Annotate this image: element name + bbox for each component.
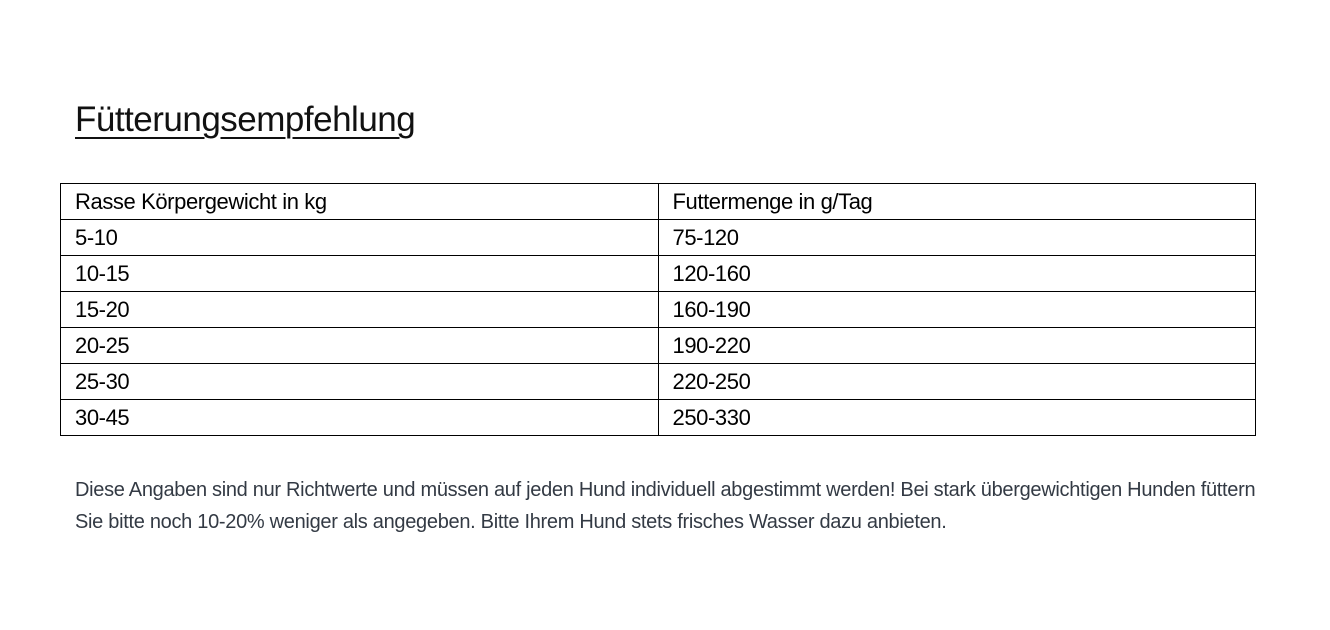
header-cell-amount: Futtermenge in g/Tag xyxy=(657,183,1256,220)
note-paragraph: Diese Angaben sind nur Richtwerte und mü… xyxy=(75,479,1256,533)
cell-amount: 120-160 xyxy=(657,255,1256,292)
cell-amount: 160-190 xyxy=(657,291,1256,328)
table-row: 25-30 220-250 xyxy=(60,363,1256,400)
document-title: Fütterungsempfehlung xyxy=(75,100,416,139)
cell-weight: 25-30 xyxy=(60,363,659,400)
table-row: 5-10 75-120 xyxy=(60,219,1256,256)
cell-weight: 10-15 xyxy=(60,255,659,292)
table-row: 10-15 120-160 xyxy=(60,255,1256,292)
cell-amount: 250-330 xyxy=(657,399,1256,436)
cell-weight: 15-20 xyxy=(60,291,659,328)
table-row: 30-45 250-330 xyxy=(60,399,1256,436)
feeding-table: Rasse Körpergewicht in kg Futtermenge in… xyxy=(60,183,1256,436)
table-header-row: Rasse Körpergewicht in kg Futtermenge in… xyxy=(60,183,1256,220)
cell-weight: 20-25 xyxy=(60,327,659,364)
table-row: 20-25 190-220 xyxy=(60,327,1256,364)
table-row: 15-20 160-190 xyxy=(60,291,1256,328)
cell-amount: 190-220 xyxy=(657,327,1256,364)
cell-amount: 220-250 xyxy=(657,363,1256,400)
cell-weight: 30-45 xyxy=(60,399,659,436)
cell-weight: 5-10 xyxy=(60,219,659,256)
header-cell-weight: Rasse Körpergewicht in kg xyxy=(60,183,659,220)
cell-amount: 75-120 xyxy=(657,219,1256,256)
